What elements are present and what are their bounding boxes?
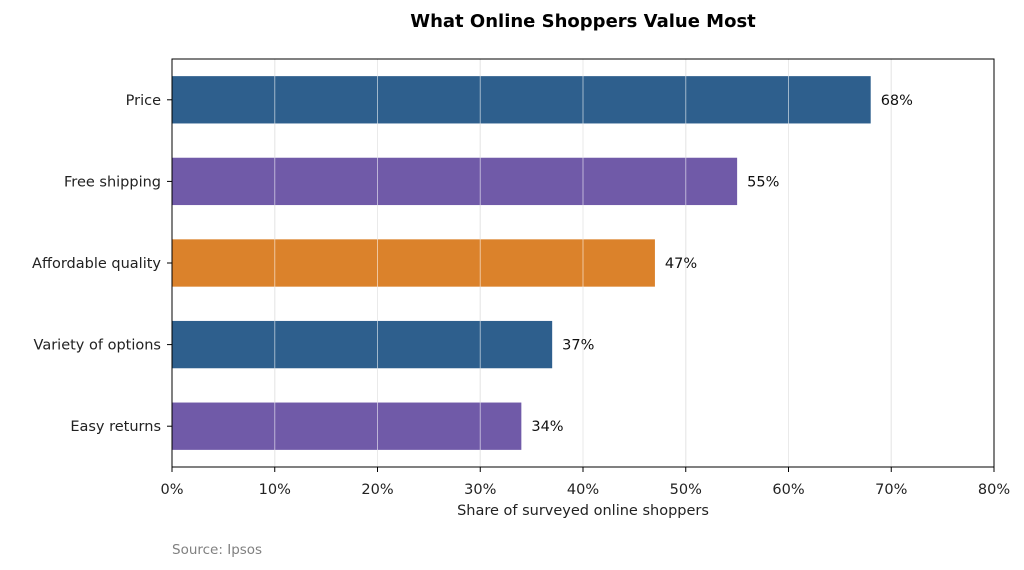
bar: [172, 157, 738, 206]
value-label: 47%: [665, 256, 697, 272]
y-tick-label: Price: [126, 93, 161, 109]
y-tick-label: Affordable quality: [32, 256, 161, 272]
x-tick-label: 10%: [259, 482, 291, 498]
y-tick-label: Variety of options: [34, 338, 161, 354]
value-label: 55%: [747, 174, 779, 190]
y-tick-label: Easy returns: [70, 419, 161, 435]
value-label: 37%: [562, 338, 594, 354]
x-tick-label: 40%: [567, 482, 599, 498]
bar: [172, 320, 553, 369]
x-tick-label: 0%: [160, 482, 183, 498]
value-label: 34%: [531, 419, 563, 435]
x-tick-label: 70%: [875, 482, 907, 498]
source-note: Source: Ipsos: [172, 542, 262, 558]
bars: 68% 55% 47% 37% 34%: [172, 59, 913, 467]
x-tick-label: 50%: [670, 482, 702, 498]
chart-title: What Online Shoppers Value Most: [410, 11, 756, 32]
x-axis-label: Share of surveyed online shoppers: [457, 503, 709, 519]
value-label: 68%: [881, 93, 913, 109]
x-tick-label: 60%: [772, 482, 804, 498]
x-tick-label: 80%: [978, 482, 1010, 498]
bar: [172, 239, 655, 287]
bar: [172, 402, 522, 450]
x-tick-label: 20%: [361, 482, 393, 498]
bar: [172, 76, 871, 124]
x-tick-label: 30%: [464, 482, 496, 498]
x-axis-ticks: 0% 10% 20% 30% 40% 50% 60% 70% 80%: [160, 467, 1010, 498]
y-axis-ticks: Price Free shipping Affordable quality Vari…: [32, 93, 172, 435]
y-tick-label: Free shipping: [64, 174, 161, 190]
